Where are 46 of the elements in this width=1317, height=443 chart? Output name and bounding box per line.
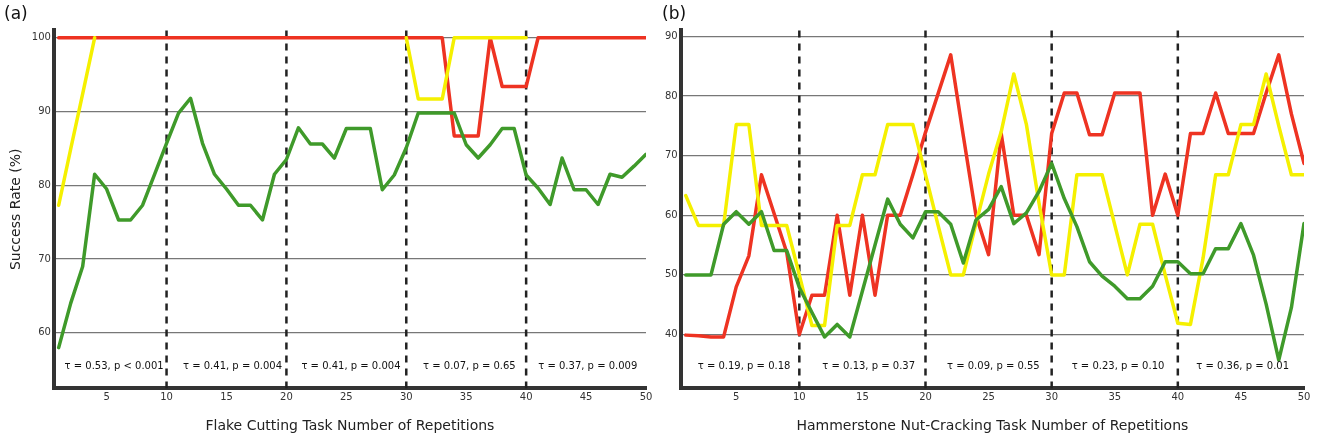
x-axis-title: Hammerstone Nut-Cracking Task Number of Repetitions [796, 417, 1189, 434]
x-axis-title: Flake Cutting Task Number of Repetitions [205, 417, 495, 434]
x-tick-label: 30 [399, 390, 413, 402]
y-tick-label: 60 [664, 208, 678, 220]
x-tick-label: 40 [1171, 390, 1185, 402]
annotation: τ = 0.36, p = 0.01 [1196, 359, 1290, 371]
annotation: τ = 0.37, p = 0.009 [538, 359, 638, 371]
y-tick-label: 100 [31, 31, 51, 43]
x-tick-label: 5 [733, 390, 740, 402]
x-tick-label: 20 [280, 390, 293, 402]
x-tick-label: 45 [579, 390, 593, 402]
y-tick-label: 80 [38, 178, 51, 190]
y-axis-title: Success Rate (%) [7, 148, 24, 271]
annotation: τ = 0.53, p < 0.001 [64, 359, 164, 371]
y-tick-label: 80 [664, 89, 678, 101]
annotation: τ = 0.19, p = 0.18 [697, 359, 791, 371]
chart-title: (a) [4, 2, 28, 23]
x-tick-label: 35 [1108, 390, 1122, 402]
x-tick-label: 30 [1045, 390, 1059, 402]
y-tick-label: 50 [664, 268, 678, 280]
y-tick-label: 70 [38, 252, 51, 264]
annotation: τ = 0.13, p = 0.37 [822, 359, 916, 371]
y-tick-label: 70 [664, 149, 678, 161]
x-tick-label: 35 [459, 390, 473, 402]
x-tick-label: 10 [160, 390, 173, 402]
x-tick-label: 45 [1234, 390, 1248, 402]
x-tick-label: 15 [220, 390, 233, 402]
x-tick-label: 15 [856, 390, 869, 402]
y-tick-label: 60 [38, 326, 51, 338]
annotation: τ = 0.41, p = 0.004 [301, 359, 401, 371]
x-tick-label: 20 [919, 390, 932, 402]
annotation: τ = 0.23, p = 0.10 [1071, 359, 1165, 371]
annotation: τ = 0.07, p = 0.65 [423, 359, 516, 371]
x-tick-label: 50 [1297, 390, 1311, 402]
chart-title: (b) [662, 2, 687, 23]
x-tick-label: 40 [519, 390, 533, 402]
x-tick-label: 25 [339, 390, 353, 402]
y-tick-label: 90 [664, 29, 678, 41]
y-tick-label: 90 [38, 105, 51, 117]
x-tick-label: 50 [639, 390, 653, 402]
x-tick-label: 25 [982, 390, 995, 402]
y-tick-label: 40 [664, 328, 678, 340]
annotation: τ = 0.41, p = 0.004 [182, 359, 283, 371]
x-tick-label: 10 [792, 390, 806, 402]
annotation: τ = 0.09, p = 0.55 [947, 359, 1040, 371]
x-tick-label: 5 [103, 390, 110, 402]
